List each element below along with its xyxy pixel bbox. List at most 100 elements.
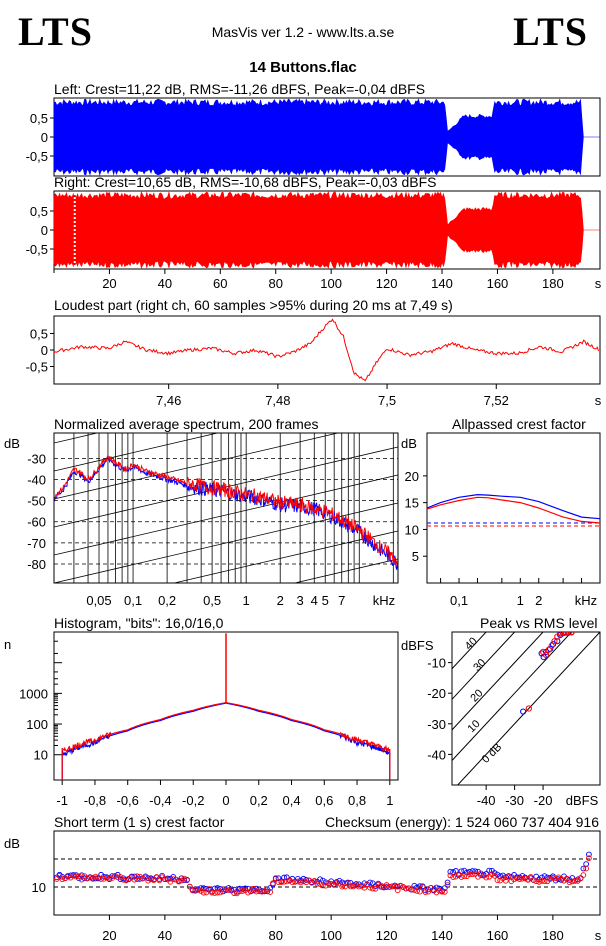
allpassed-crest-ytick-label: 5 — [412, 549, 419, 564]
short-term-crest-point-red — [170, 876, 177, 882]
short-term-crest-point-red — [217, 889, 224, 896]
short-term-crest-point-red — [84, 875, 91, 882]
short-term-crest-point-red — [372, 885, 379, 892]
short-term-crest-point-red — [270, 880, 276, 887]
short-term-crest-point-red — [550, 874, 556, 881]
loudest-part-signal — [53, 318, 600, 382]
short-term-crest-point-red — [162, 876, 168, 882]
short-term-crest-xtick-label: 180 — [542, 928, 564, 943]
short-term-crest-point-blue — [502, 874, 509, 880]
short-term-crest-point-blue — [92, 875, 99, 882]
histogram-ylabel: n — [4, 637, 11, 652]
short-term-crest-point-blue — [491, 870, 498, 876]
peak-vs-rms-point-red — [557, 632, 564, 637]
short-term-crest-point-red — [389, 883, 395, 890]
short-term-crest-point-red — [580, 872, 587, 878]
short-term-crest-point-blue — [574, 876, 581, 883]
loudest-part-xtick-label: 7,5 — [378, 393, 396, 408]
short-term-crest-point-red — [394, 887, 401, 894]
short-term-crest-point-red — [275, 879, 282, 885]
short-term-crest-point-red — [527, 874, 534, 880]
short-term-crest-point-red — [59, 876, 66, 882]
left-waveform-ytick-label: 0,5 — [30, 111, 48, 126]
histogram-xtick-label: -0,6 — [117, 793, 139, 808]
short-term-crest-point-red — [422, 889, 429, 896]
peak-vs-rms-xtick-label: -40 — [477, 793, 496, 808]
spectrum-ytick-label: -70 — [27, 536, 46, 551]
right-waveform-xtick-label: 60 — [213, 276, 227, 291]
short-term-crest-point-blue — [369, 880, 376, 887]
short-term-crest-xtick-label: 120 — [376, 928, 398, 943]
short-term-crest-point-red — [228, 886, 235, 893]
histogram-xtick-label: -0,8 — [84, 793, 106, 808]
short-term-crest-point-blue — [516, 874, 523, 881]
short-term-crest-point-red — [461, 873, 468, 880]
short-term-crest-point-red — [538, 878, 545, 884]
right-waveform-xtick-label: 100 — [320, 276, 342, 291]
short-term-crest-point-red — [483, 874, 490, 881]
peak-vs-rms-point-red — [542, 651, 550, 659]
short-term-crest-xtick-label: 160 — [487, 928, 509, 943]
short-term-crest-point-red — [120, 876, 127, 883]
short-term-crest-title: Short term (1 s) crest factor — [54, 814, 225, 830]
short-term-crest-point-blue — [81, 875, 88, 882]
short-term-crest-point-red — [419, 884, 426, 890]
loudest-part-xlabel: s — [595, 393, 602, 408]
histogram-series-blue — [61, 702, 391, 780]
spectrum-xtick-label: 7 — [338, 593, 345, 608]
peak-vs-rms-point-red — [545, 646, 552, 653]
spectrum-slope-line — [54, 502, 398, 583]
short-term-crest-point-red — [195, 887, 201, 893]
short-term-crest-point-blue — [444, 879, 451, 886]
short-term-crest-point-red — [200, 889, 207, 896]
short-term-crest-point-blue — [447, 868, 454, 875]
short-term-crest-ytick-label: 10 — [32, 880, 46, 895]
short-term-crest-point-blue — [422, 887, 429, 894]
spectrum-xtick-label: 4 — [311, 593, 318, 608]
short-term-crest-point-red — [78, 876, 85, 883]
peak-vs-rms-diagonal-label: 10 — [466, 718, 483, 735]
peak-vs-rms-point-red — [551, 638, 558, 645]
short-term-crest-point-blue — [453, 868, 459, 874]
right-waveform-xtick-label: 20 — [102, 276, 116, 291]
peak-vs-rms-diagonal-line — [457, 632, 600, 785]
short-term-crest-point-red — [189, 887, 196, 894]
short-term-crest-point-red — [295, 878, 301, 885]
short-term-crest-point-red — [416, 888, 423, 895]
short-term-crest-point-blue — [416, 883, 423, 889]
short-term-crest-point-red — [541, 878, 548, 885]
peak-vs-rms-diagonal-label: 0 dB — [480, 741, 504, 765]
short-term-crest-point-red — [577, 875, 584, 882]
short-term-crest-point-red — [489, 871, 495, 878]
short-term-crest-point-red — [236, 888, 243, 895]
spectrum-xtick-label: 2 — [277, 593, 284, 608]
short-term-crest-xtick-label: 80 — [268, 928, 282, 943]
short-term-crest-point-red — [231, 890, 238, 897]
short-term-crest-point-red — [95, 874, 102, 881]
short-term-crest-point-blue — [486, 867, 492, 874]
peak-vs-rms-ytick-label: -20 — [427, 686, 446, 701]
short-term-crest-point-red — [112, 872, 118, 879]
short-term-crest-point-red — [378, 882, 384, 889]
peak-vs-rms-xlabel: dBFS — [566, 793, 599, 808]
loudest-part-ytick-label: 0,5 — [30, 327, 48, 342]
right-waveform-xtick-label: 40 — [158, 276, 172, 291]
spectrum-xtick-label: 0,05 — [86, 593, 111, 608]
short-term-crest-point-red — [491, 872, 498, 879]
histogram-xtick-label: -0,4 — [149, 793, 171, 808]
allpassed-crest-xtick-label: 2 — [535, 593, 542, 608]
loudest-part-title: Loudest part (right ch, 60 samples >95% … — [54, 297, 453, 313]
peak-vs-rms-title: Peak vs RMS level — [480, 615, 597, 631]
short-term-crest-point-red — [153, 874, 160, 880]
short-term-crest-point-red — [344, 880, 351, 887]
short-term-crest-point-red — [131, 876, 138, 883]
short-term-crest-point-red — [339, 883, 346, 890]
peak-vs-rms-point-blue — [520, 708, 527, 715]
peak-vs-rms-point-red — [525, 705, 532, 712]
histogram-ytick-label: 1000 — [19, 686, 48, 701]
peak-vs-rms-point-red — [565, 632, 572, 636]
allpassed-crest-ytick-label: 20 — [405, 469, 419, 484]
short-term-crest-point-red — [92, 873, 99, 880]
short-term-crest-point-red — [530, 877, 537, 883]
short-term-crest-point-blue — [181, 877, 188, 884]
